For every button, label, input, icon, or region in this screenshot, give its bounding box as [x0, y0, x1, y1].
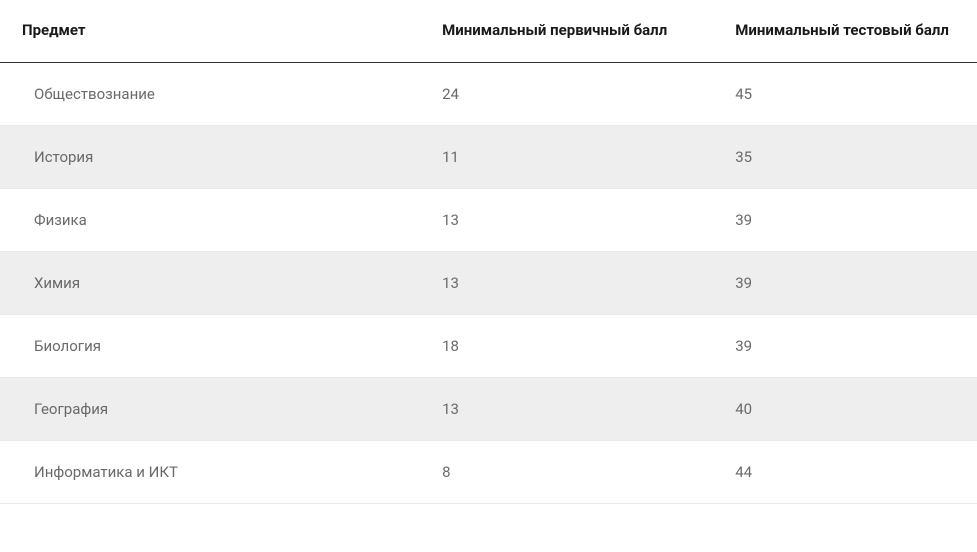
cell-subject: Физика: [0, 189, 420, 252]
cell-primary: 24: [420, 63, 713, 126]
cell-test: 39: [713, 189, 977, 252]
table-row: География 13 40: [0, 378, 977, 441]
cell-primary: 13: [420, 252, 713, 315]
table-body: Обществознание 24 45 История 11 35 Физик…: [0, 63, 977, 504]
cell-subject: Биология: [0, 315, 420, 378]
cell-subject: История: [0, 126, 420, 189]
table-row: Физика 13 39: [0, 189, 977, 252]
cell-primary: 8: [420, 441, 713, 504]
cell-primary: 13: [420, 189, 713, 252]
column-header-subject: Предмет: [0, 0, 420, 63]
cell-primary: 18: [420, 315, 713, 378]
column-header-test: Минимальный тестовый балл: [713, 0, 977, 63]
table-header: Предмет Минимальный первичный балл Миним…: [0, 0, 977, 63]
table-row: Химия 13 39: [0, 252, 977, 315]
cell-subject: Обществознание: [0, 63, 420, 126]
table-row: Биология 18 39: [0, 315, 977, 378]
cell-primary: 13: [420, 378, 713, 441]
table-row: Обществознание 24 45: [0, 63, 977, 126]
scores-table-container: Предмет Минимальный первичный балл Миним…: [0, 0, 977, 504]
cell-test: 39: [713, 315, 977, 378]
table-row: История 11 35: [0, 126, 977, 189]
table-header-row: Предмет Минимальный первичный балл Миним…: [0, 0, 977, 63]
column-header-primary: Минимальный первичный балл: [420, 0, 713, 63]
scores-table: Предмет Минимальный первичный балл Миним…: [0, 0, 977, 504]
cell-subject: Информатика и ИКТ: [0, 441, 420, 504]
cell-subject: Химия: [0, 252, 420, 315]
cell-test: 35: [713, 126, 977, 189]
cell-test: 45: [713, 63, 977, 126]
cell-test: 39: [713, 252, 977, 315]
cell-subject: География: [0, 378, 420, 441]
cell-test: 40: [713, 378, 977, 441]
cell-test: 44: [713, 441, 977, 504]
table-row: Информатика и ИКТ 8 44: [0, 441, 977, 504]
cell-primary: 11: [420, 126, 713, 189]
